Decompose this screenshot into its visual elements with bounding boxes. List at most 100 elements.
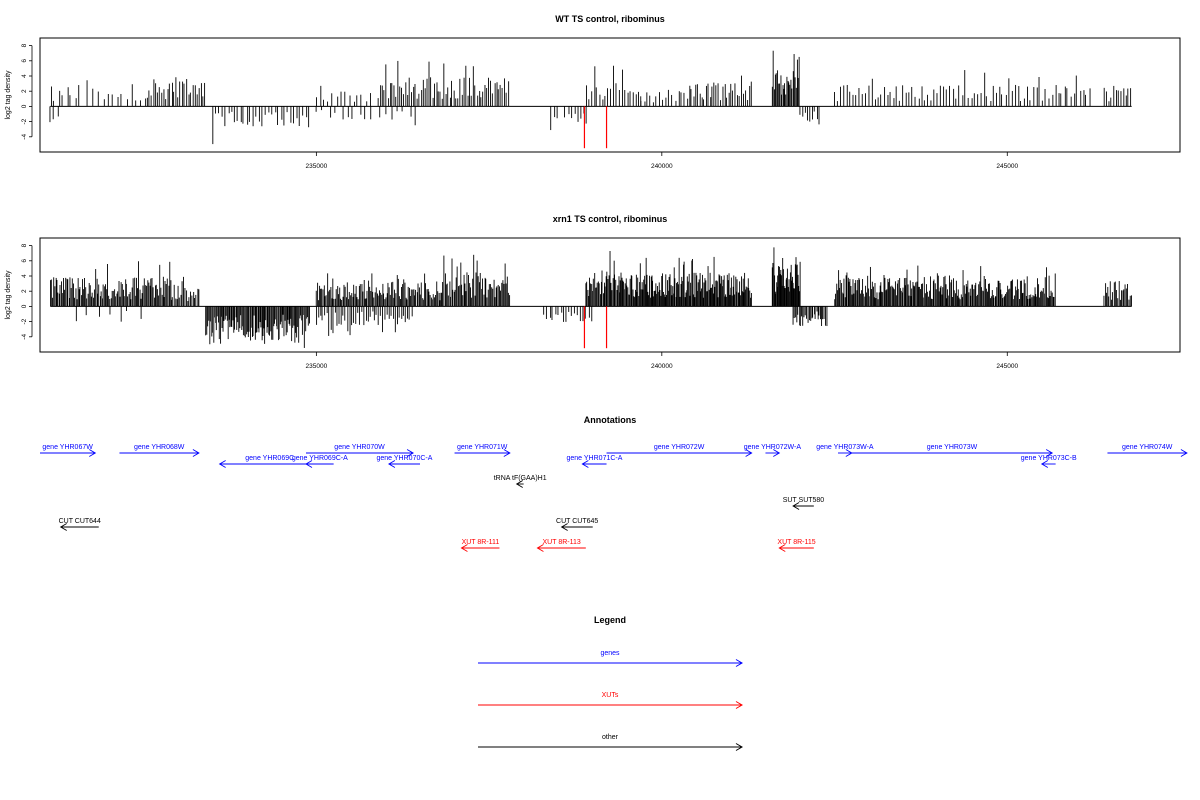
feature-arrowhead <box>503 449 511 457</box>
y-axis-label: log2 tag density <box>5 70 12 120</box>
y-axis-label: log2 tag density <box>5 270 12 320</box>
y-tick-label: -2 <box>21 318 28 324</box>
annotation-feature: gene YHR067W <box>40 444 97 457</box>
feature-label: tRNA tF(GAA)H1 <box>494 475 547 482</box>
annotation-feature: CUT CUT645 <box>556 518 598 531</box>
annotation-feature: CUT CUT644 <box>59 518 101 531</box>
feature-label: gene YHR074W <box>1122 444 1173 451</box>
feature-arrowhead <box>792 502 800 510</box>
feature-label: SUT SUT580 <box>783 497 825 504</box>
legend-arrowhead <box>735 659 743 667</box>
feature-label: gene YHR067W <box>42 444 93 451</box>
feature-label: gene YHR072W <box>654 444 705 451</box>
legend-title: Legend <box>594 615 626 625</box>
legend-item: XUTs <box>478 692 743 709</box>
legend-item: genes <box>478 650 743 667</box>
annotation-feature: gene YHR069C <box>218 455 320 468</box>
feature-arrowhead <box>536 544 544 552</box>
x-tick-label: 235000 <box>306 363 328 370</box>
feature-arrowhead <box>515 480 523 488</box>
legend-item: other <box>478 734 743 751</box>
feature-label: gene YHR073C-B <box>1021 455 1077 462</box>
y-tick-label: 8 <box>21 243 28 247</box>
y-tick-label: 8 <box>21 43 28 47</box>
y-tick-label: 6 <box>21 59 28 63</box>
plot-frame <box>39 237 1181 353</box>
feature-label: XUT 8R-113 <box>543 539 581 546</box>
feature-arrowhead <box>406 449 414 457</box>
annotation-feature: gene YHR071C-A <box>567 455 623 468</box>
legend-item-label: other <box>602 734 619 741</box>
panel-title: WT TS control, ribominus <box>555 14 665 24</box>
y-tick-label: 6 <box>21 259 28 263</box>
feature-arrowhead <box>1180 449 1188 457</box>
y-tick-label: 4 <box>21 274 28 278</box>
feature-arrowhead <box>305 460 313 468</box>
annotation-feature: XUT 8R-113 <box>536 539 586 552</box>
y-tick-label: 2 <box>21 289 28 293</box>
feature-label: gene YHR070C-A <box>377 455 433 462</box>
annotation-feature: XUT 8R-111 <box>460 539 500 552</box>
feature-label: CUT CUT644 <box>59 518 101 525</box>
feature-arrowhead <box>218 460 226 468</box>
y-tick-label: 2 <box>21 89 28 93</box>
coverage-bars <box>49 50 1132 149</box>
feature-label: gene YHR070W <box>334 444 385 451</box>
annotation-feature: gene YHR068W <box>119 444 200 457</box>
legend-item-label: genes <box>600 650 620 657</box>
annotation-feature: gene YHR072W <box>606 444 753 457</box>
feature-label: gene YHR071W <box>457 444 508 451</box>
panel-title: xrn1 TS control, ribominus <box>553 214 668 224</box>
annotation-feature: gene YHR072W-A <box>744 444 802 457</box>
feature-arrowhead <box>581 460 589 468</box>
feature-arrowhead <box>388 460 396 468</box>
y-tick-label: -4 <box>21 334 28 340</box>
x-tick-label: 245000 <box>996 363 1018 370</box>
annotation-feature: XUT 8R-115 <box>777 539 816 552</box>
annotation-feature: gene YHR069C-A <box>292 455 348 468</box>
annotation-feature: gene YHR070C-A <box>377 455 433 468</box>
x-tick-label: 240000 <box>651 363 673 370</box>
legend-item-label: XUTs <box>602 692 619 699</box>
feature-label: XUT 8R-115 <box>777 539 815 546</box>
feature-arrowhead <box>460 544 468 552</box>
feature-label: gene YHR073W-A <box>816 444 874 451</box>
annotation-feature: gene YHR073W <box>851 444 1054 457</box>
feature-label: gene YHR072W-A <box>744 444 802 451</box>
feature-label: gene YHR069C <box>245 455 294 462</box>
annotation-feature: gene YHR071W <box>454 444 511 457</box>
feature-arrowhead <box>59 523 67 531</box>
feature-arrowhead <box>89 449 97 457</box>
feature-label: gene YHR068W <box>134 444 185 451</box>
feature-label: gene YHR073W <box>927 444 978 451</box>
y-tick-label: 0 <box>21 104 28 108</box>
plot-frame <box>39 37 1181 153</box>
feature-label: CUT CUT645 <box>556 518 598 525</box>
x-tick-label: 245000 <box>996 163 1018 170</box>
y-tick-label: -4 <box>21 134 28 140</box>
feature-label: XUT 8R-111 <box>462 539 500 546</box>
annotation-feature: tRNA tF(GAA)H1 <box>494 475 547 488</box>
annotation-feature: gene YHR070W <box>306 444 414 457</box>
legend: Legend genes XUTs other <box>478 615 743 751</box>
feature-arrowhead <box>745 449 753 457</box>
annotations-track: Annotations gene YHR067W gene YHR068W gene … <box>40 415 1188 552</box>
feature-arrowhead <box>778 544 786 552</box>
legend-arrowhead <box>735 743 743 751</box>
coverage-panel-2: xrn1 TS control, ribominus -4 -2 0 2 4 6 8 log2 … <box>5 214 1181 370</box>
annotation-feature: SUT SUT580 <box>783 497 825 510</box>
y-tick-label: 4 <box>21 74 28 78</box>
x-tick-label: 240000 <box>651 163 673 170</box>
annotation-feature: gene YHR073W-A <box>816 444 874 457</box>
annotation-feature: gene YHR073C-B <box>1021 455 1077 468</box>
feature-arrowhead <box>773 449 781 457</box>
annotations-title: Annotations <box>584 415 637 425</box>
y-tick-label: -2 <box>21 118 28 124</box>
feature-arrowhead <box>1045 449 1054 457</box>
feature-arrowhead <box>1040 460 1049 468</box>
legend-arrowhead <box>735 701 743 709</box>
feature-label: gene YHR069C-A <box>292 455 348 462</box>
annotation-feature: gene YHR074W <box>1107 444 1188 457</box>
coverage-panel-1: WT TS control, ribominus -4 -2 0 2 4 6 8 log2 ta… <box>5 14 1181 170</box>
